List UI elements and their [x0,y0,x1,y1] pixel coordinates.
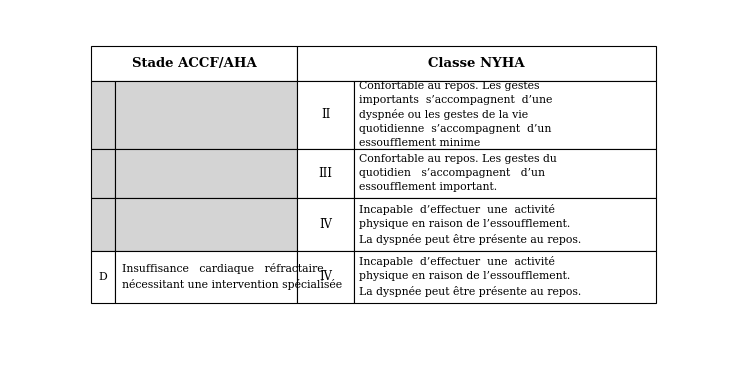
Bar [354,149,656,198]
Bar [115,149,297,198]
Text: Classe NYHA: Classe NYHA [429,57,525,70]
Bar [91,46,297,81]
Bar [91,251,115,303]
Text: Confortable au repos. Les gestes du
quotidien   s’accompagnent   d’un
essoufflem: Confortable au repos. Les gestes du quot… [359,154,558,193]
Text: Incapable  d’effectuer  une  activité
physique en raison de l’essoufflement.
La : Incapable d’effectuer une activité physi… [359,204,582,244]
Text: II: II [321,108,330,121]
Text: Confortable au repos. Les gestes
importants  s’accompagnent  d’une
dyspnée ou le: Confortable au repos. Les gestes importa… [359,81,553,149]
Bar [91,81,115,149]
Bar [297,198,354,251]
Bar [354,251,656,303]
Text: IV: IV [319,218,332,231]
Bar [297,81,354,149]
Text: Stade ACCF/AHA: Stade ACCF/AHA [132,57,257,70]
Bar [297,251,354,303]
Text: Insuffisance   cardiaque   réfractaire
nécessitant une intervention spécialisée: Insuffisance cardiaque réfractaire néces… [122,264,342,290]
Bar [115,81,297,149]
Bar [115,251,297,303]
Bar [91,149,115,198]
Text: IV: IV [319,270,332,283]
Bar [115,198,297,251]
Bar [297,46,656,81]
Text: D: D [98,272,107,282]
Text: Incapable  d’effectuer  une  activité
physique en raison de l’essoufflement.
La : Incapable d’effectuer une activité physi… [359,256,582,297]
Bar [354,198,656,251]
Bar [354,81,656,149]
Text: III: III [319,167,332,180]
Bar [91,198,115,251]
Bar [297,149,354,198]
